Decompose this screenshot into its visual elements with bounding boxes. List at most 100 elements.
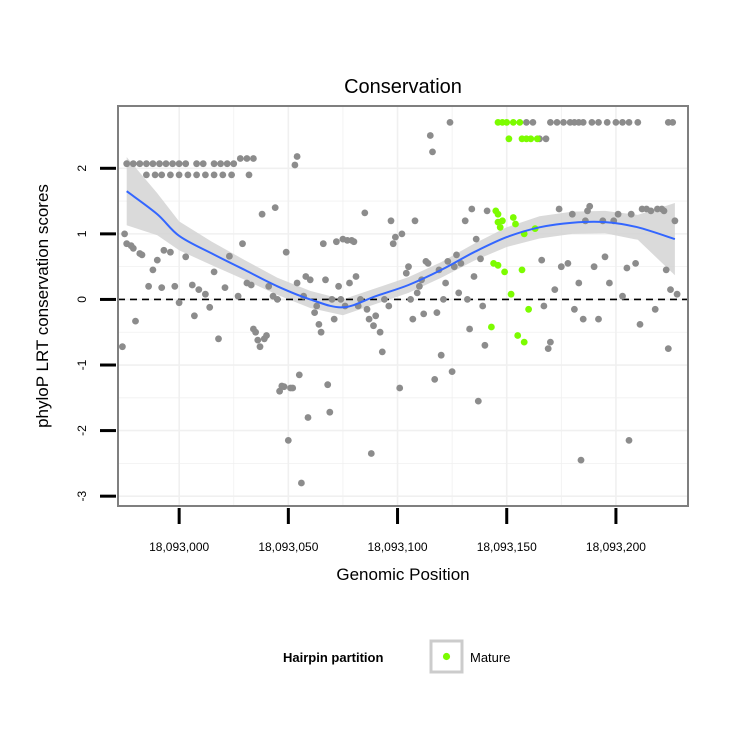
point-other xyxy=(623,264,631,272)
point-other xyxy=(647,207,655,215)
y-tick-label: 1 xyxy=(75,230,89,237)
legend: Hairpin partition Mature xyxy=(283,639,510,674)
point-other xyxy=(138,251,146,259)
point-other xyxy=(156,160,163,168)
point-other xyxy=(378,348,386,356)
point-other xyxy=(171,282,179,290)
point-other xyxy=(199,160,207,168)
point-other xyxy=(202,171,209,179)
point-other xyxy=(282,248,290,256)
y-tick-label: -1 xyxy=(75,359,89,370)
point-other xyxy=(523,119,530,126)
point-other xyxy=(132,317,139,325)
point-other xyxy=(311,309,318,316)
point-other xyxy=(483,207,491,215)
point-other xyxy=(547,119,554,126)
y-tick-label: 0 xyxy=(75,296,89,303)
point-other xyxy=(540,302,548,310)
point-other xyxy=(175,299,183,307)
point-other xyxy=(215,335,222,343)
point-other xyxy=(206,303,214,311)
point-other xyxy=(582,217,589,225)
point-other xyxy=(221,284,229,291)
point-mature xyxy=(518,266,526,274)
point-other xyxy=(315,321,323,328)
x-tick-label: 18,093,200 xyxy=(586,540,646,554)
point-mature xyxy=(527,135,535,143)
x-tick-label: 18,093,050 xyxy=(258,540,318,554)
point-other xyxy=(472,235,480,243)
point-other xyxy=(673,290,681,298)
point-other xyxy=(634,119,642,126)
point-other xyxy=(280,383,288,391)
y-tick-label: -2 xyxy=(75,425,89,436)
point-mature xyxy=(509,119,517,126)
point-other xyxy=(590,263,598,271)
point-other xyxy=(387,217,395,225)
point-other xyxy=(119,343,126,351)
point-other xyxy=(398,230,406,238)
point-other xyxy=(295,371,303,379)
point-other xyxy=(363,305,371,313)
point-other xyxy=(188,281,196,289)
confidence-ribbon xyxy=(126,157,675,316)
point-other xyxy=(195,286,203,293)
point-other xyxy=(571,305,578,313)
point-other xyxy=(433,309,441,316)
legend-key-mature xyxy=(442,652,451,661)
point-other xyxy=(669,119,677,126)
point-other xyxy=(252,328,259,336)
point-other xyxy=(167,171,174,179)
point-other xyxy=(210,160,218,168)
point-other xyxy=(625,437,633,444)
x-axis-title: Genomic Position xyxy=(336,565,469,584)
point-other xyxy=(151,171,159,179)
point-other xyxy=(182,253,190,261)
point-other xyxy=(236,155,244,162)
point-other xyxy=(271,204,279,212)
point-mature xyxy=(533,135,541,143)
point-other xyxy=(429,148,436,156)
point-other xyxy=(333,238,340,246)
point-other xyxy=(479,302,487,310)
point-other xyxy=(153,256,161,264)
point-other xyxy=(381,296,388,303)
data-points xyxy=(119,119,681,487)
point-other xyxy=(184,171,192,179)
point-other xyxy=(367,450,375,457)
point-other xyxy=(243,155,251,162)
point-other xyxy=(352,273,360,280)
point-other xyxy=(461,217,469,225)
point-other xyxy=(468,205,476,213)
y-tick-label: -3 xyxy=(75,491,89,502)
point-other xyxy=(568,210,576,218)
point-other xyxy=(470,273,478,280)
point-other xyxy=(636,321,644,328)
point-other xyxy=(575,279,583,287)
point-other xyxy=(457,260,465,267)
point-other xyxy=(660,207,668,215)
point-other xyxy=(542,135,550,143)
point-other xyxy=(202,290,209,298)
point-other xyxy=(557,263,565,271)
point-other xyxy=(407,296,414,303)
point-other xyxy=(603,119,611,126)
point-other xyxy=(129,244,137,252)
point-other xyxy=(145,282,153,290)
point-mature xyxy=(507,290,515,298)
point-other xyxy=(370,322,377,330)
point-other xyxy=(625,119,633,126)
y-axis: -3 -2 -1 0 1 2 xyxy=(75,165,116,502)
point-other xyxy=(420,310,428,318)
point-other xyxy=(664,345,672,352)
x-tick-label: 18,093,150 xyxy=(477,540,537,554)
point-other xyxy=(413,289,421,297)
point-other xyxy=(250,155,257,162)
point-other xyxy=(411,217,419,225)
point-other xyxy=(544,345,552,352)
point-other xyxy=(464,296,471,303)
point-other xyxy=(553,119,561,126)
point-other xyxy=(579,315,587,323)
point-other xyxy=(284,437,292,444)
point-other xyxy=(372,312,380,320)
